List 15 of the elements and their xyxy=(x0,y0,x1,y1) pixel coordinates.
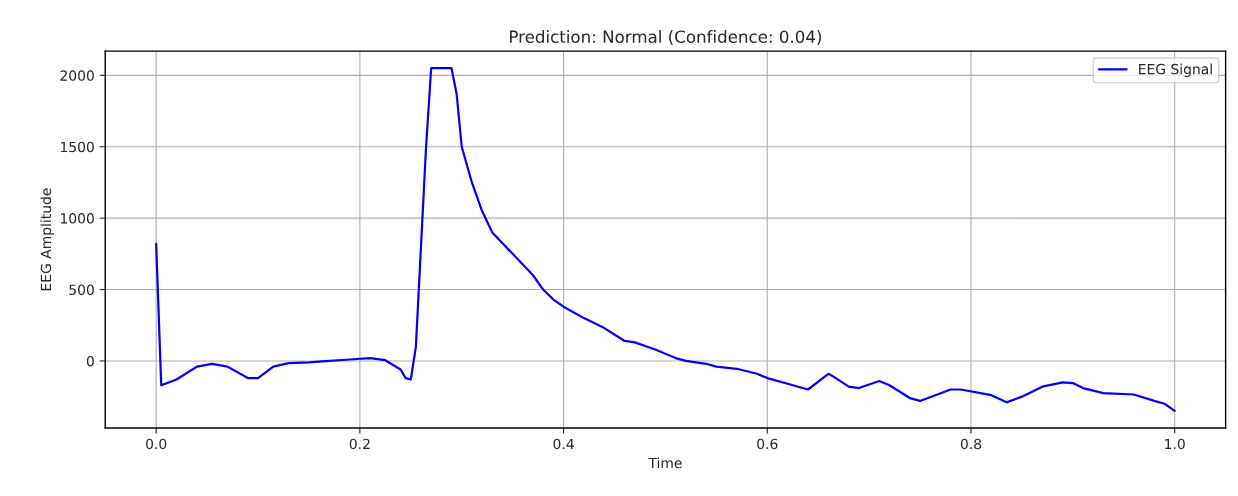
legend-label: EEG Signal xyxy=(1139,63,1212,78)
x-axis-title: Time xyxy=(648,457,682,469)
x-tick-label: 0.2 xyxy=(349,438,370,450)
y-tick-label: 1500 xyxy=(60,141,94,153)
y-tick-label: 2000 xyxy=(60,70,94,81)
y-tick-label: 1000 xyxy=(60,213,94,224)
x-tick-label: 0.4 xyxy=(553,438,574,450)
x-tick-label: 0.8 xyxy=(960,438,982,450)
y-axis-title: EEG Amplitude xyxy=(40,188,54,291)
x-tick-label: 1.0 xyxy=(1165,438,1185,450)
x-tick-label: 0.6 xyxy=(757,438,778,450)
x-tick-label: 0.0 xyxy=(146,438,167,450)
chart-title: Prediction: Normal (Confidence: 0.04) xyxy=(510,30,822,45)
y-tick-label: 0 xyxy=(86,355,94,367)
y-tick-label: 500 xyxy=(69,284,94,296)
